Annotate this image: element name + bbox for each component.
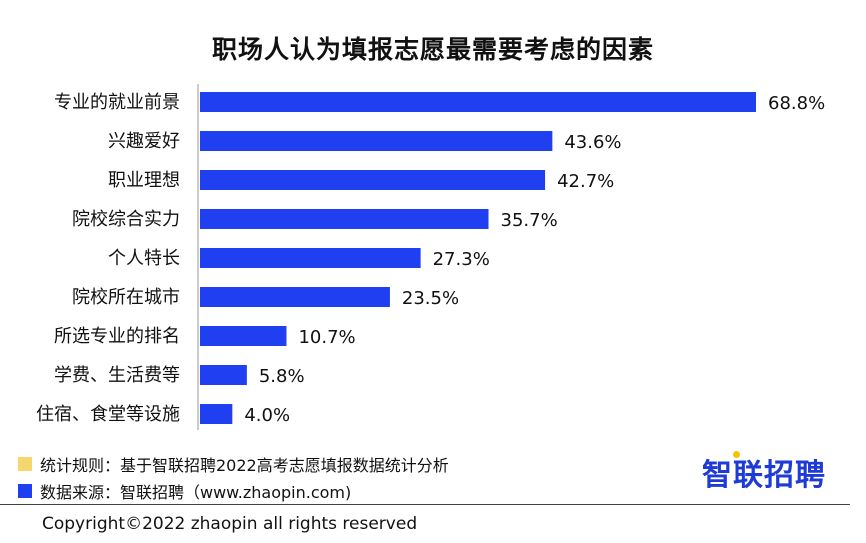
copyright-text: Copyright©2022 zhaopin all rights reserv… bbox=[42, 514, 418, 534]
legend-rule-label: 统计规则：基于智联招聘2022高考志愿填报数据统计分析 bbox=[40, 456, 449, 475]
legend-source-label: 数据来源：智联招聘（www.zhaopin.com) bbox=[40, 483, 352, 502]
bar-4 bbox=[200, 248, 421, 268]
bar-2 bbox=[200, 170, 546, 190]
value-label-3: 35.7% bbox=[501, 210, 558, 231]
category-label-6: 所选专业的排名 bbox=[54, 326, 180, 347]
value-label-1: 43.6% bbox=[564, 132, 621, 153]
value-label-8: 4.0% bbox=[244, 405, 290, 426]
bar-0 bbox=[200, 92, 756, 112]
bar-chart: 专业的就业前景 68.8% 兴趣爱好 43.6% 职业理想 42.7% 院校综合实力 35.7… bbox=[36, 84, 825, 430]
legend-swatch-yellow bbox=[18, 457, 32, 471]
bar-3 bbox=[200, 209, 489, 229]
legend-swatch-blue bbox=[18, 484, 32, 498]
category-label-0: 专业的就业前景 bbox=[54, 92, 180, 113]
bar-6 bbox=[200, 326, 287, 346]
category-label-2: 职业理想 bbox=[108, 170, 180, 191]
category-label-3: 院校综合实力 bbox=[72, 209, 180, 230]
bar-7 bbox=[200, 365, 247, 385]
value-label-7: 5.8% bbox=[259, 366, 305, 387]
bar-5 bbox=[200, 287, 390, 307]
value-label-6: 10.7% bbox=[298, 327, 355, 348]
value-label-0: 68.8% bbox=[768, 93, 825, 114]
category-label-7: 学费、生活费等 bbox=[54, 365, 180, 386]
bar-1 bbox=[200, 131, 553, 151]
zhaopin-logo: 智联招聘 bbox=[702, 458, 826, 493]
value-label-5: 23.5% bbox=[402, 288, 459, 309]
bar-8 bbox=[200, 404, 233, 424]
chart-title: 职场人认为填报志愿最需要考虑的因素 bbox=[211, 35, 654, 64]
legend-rule: 统计规则：基于智联招聘2022高考志愿填报数据统计分析 bbox=[18, 452, 449, 476]
category-label-4: 个人特长 bbox=[108, 248, 180, 269]
category-label-1: 兴趣爱好 bbox=[108, 131, 180, 152]
value-label-2: 42.7% bbox=[557, 171, 614, 192]
category-label-8: 住宿、食堂等设施 bbox=[36, 404, 180, 425]
footer-divider bbox=[0, 504, 850, 505]
category-label-5: 院校所在城市 bbox=[72, 287, 180, 308]
logo-accent-dot bbox=[733, 451, 740, 458]
value-label-4: 27.3% bbox=[433, 249, 490, 270]
legend-source: 数据来源：智联招聘（www.zhaopin.com) bbox=[18, 479, 351, 503]
